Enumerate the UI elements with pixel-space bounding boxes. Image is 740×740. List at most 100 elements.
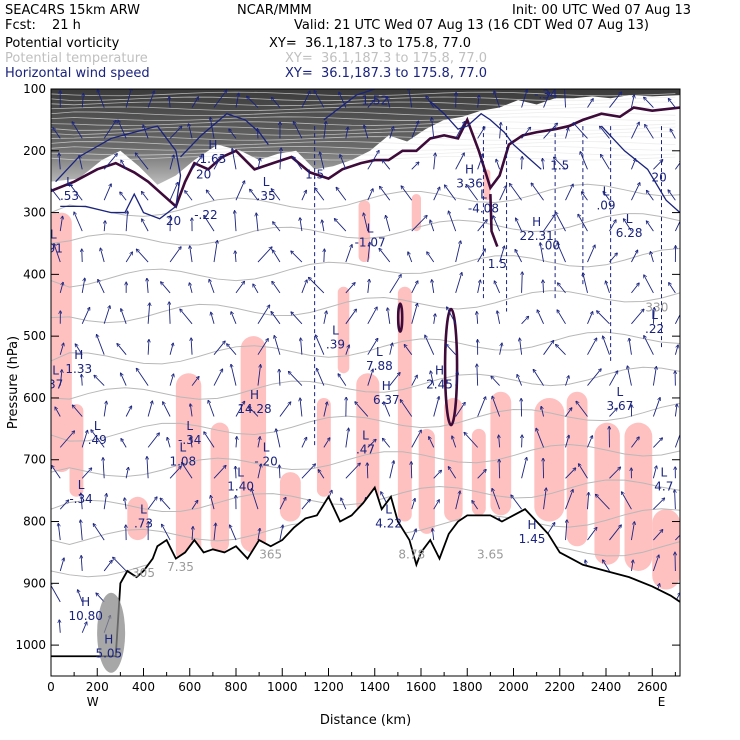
field-pv-xy: XY= 36.1,187.3 to 175.8, 77.0 <box>269 36 472 51</box>
wind-vector <box>622 492 632 510</box>
wind-vector <box>185 191 193 201</box>
pink-region <box>411 194 421 232</box>
wind-vector <box>609 525 621 541</box>
wind-vector <box>81 468 91 479</box>
wind-vector <box>477 397 486 417</box>
pink-region <box>652 509 680 590</box>
wind-vector <box>81 430 87 448</box>
x-tick-label: 200 <box>86 680 109 694</box>
extremum-value: 7.88 <box>366 359 393 373</box>
wind-vector <box>249 407 259 417</box>
wind-vector <box>93 524 105 541</box>
x-tick-label: 2600 <box>637 680 668 694</box>
wind-vector <box>499 435 500 448</box>
wind-vector <box>674 313 680 325</box>
extremum-type: H <box>250 388 259 402</box>
wind-vector <box>521 316 529 325</box>
pink-region <box>471 428 486 516</box>
wind-vector <box>236 437 237 448</box>
pink-region <box>69 404 84 497</box>
extremum-type: L <box>362 428 369 442</box>
wind-vector <box>147 457 148 479</box>
wind-vector <box>235 93 239 108</box>
wind-vector <box>78 590 83 603</box>
theta-label: 305 <box>132 566 155 580</box>
wind-vector <box>455 273 462 294</box>
wind-vector <box>644 336 654 355</box>
wind-vector <box>411 304 418 324</box>
x-tick-label: 0 <box>47 680 55 694</box>
wind-vector <box>213 369 222 386</box>
wind-vector <box>609 92 621 108</box>
wind-vector <box>652 466 656 479</box>
wind-vector <box>675 160 680 170</box>
wind-vector <box>80 520 83 541</box>
extremum-value: .91 <box>44 242 63 256</box>
wind-vector <box>400 400 413 417</box>
field-wind-name: Horizontal wind speed <box>5 66 150 81</box>
wind-vector <box>565 490 573 510</box>
x-tick-label: 2000 <box>498 680 529 694</box>
wind-vector <box>272 281 281 294</box>
wind-vector <box>464 433 478 448</box>
wind-vector <box>541 407 545 417</box>
wind-vector <box>603 336 610 355</box>
terrain-line <box>51 485 680 658</box>
fcst-label: Fcst: <box>5 18 36 33</box>
wind-vector <box>59 216 62 232</box>
pv-shading-low <box>97 592 126 673</box>
wind-vector <box>674 345 678 355</box>
wind-vector <box>379 248 391 263</box>
wind-vector <box>543 215 555 232</box>
wind-vector <box>345 127 348 139</box>
east-end-label: E <box>658 695 666 709</box>
field-theta-xy: XY= 36.1,187.3 to 175.8, 77.0 <box>285 51 488 66</box>
theta-contour-upper <box>51 151 676 156</box>
pink-region <box>490 391 512 516</box>
pink-region <box>566 391 588 547</box>
wind-vector <box>521 90 527 108</box>
wind-vector <box>253 284 259 294</box>
wind-vector <box>257 464 261 479</box>
wind-vector <box>609 408 617 417</box>
wind-vector <box>322 220 325 232</box>
wind-vector <box>126 211 127 232</box>
wind-vector <box>103 120 116 139</box>
wind-vector <box>169 466 181 479</box>
wind-vector <box>191 97 198 108</box>
wind-vector <box>668 190 676 201</box>
wind-vector <box>339 92 347 108</box>
wind-vector <box>103 494 106 510</box>
wind-vector <box>142 192 149 201</box>
wind-vector <box>653 160 662 170</box>
theta-contour-upper <box>51 96 676 102</box>
wind-vector <box>279 465 280 479</box>
terrain-fill <box>51 487 680 676</box>
wind-vector <box>543 341 554 355</box>
wind-contour-label: 20 <box>652 171 667 185</box>
wind-vector <box>81 493 82 510</box>
wind-vector <box>411 281 418 294</box>
wind-vector <box>315 188 325 201</box>
wind-vector <box>59 431 74 448</box>
wind-vector <box>644 97 654 108</box>
wind-vector <box>429 437 435 448</box>
theta-contour <box>51 213 680 246</box>
wind-vector <box>91 430 105 448</box>
wind-vector <box>315 335 325 355</box>
wind-vector <box>103 306 110 324</box>
wind-vector <box>367 189 373 201</box>
wind-vector <box>646 221 654 232</box>
wind-vector <box>367 463 368 479</box>
wind-vector <box>515 250 522 263</box>
wind-vector <box>169 182 178 201</box>
theta-label: 7.35 <box>167 560 194 574</box>
theta-contour-upper <box>51 141 676 146</box>
extremum-type: H <box>208 138 217 152</box>
wind-vector <box>279 525 283 541</box>
wind-vector <box>587 99 594 108</box>
wind-vector <box>103 184 111 201</box>
wind-vector <box>404 345 413 355</box>
wind-vector <box>455 241 461 263</box>
wind-vector <box>497 311 501 324</box>
